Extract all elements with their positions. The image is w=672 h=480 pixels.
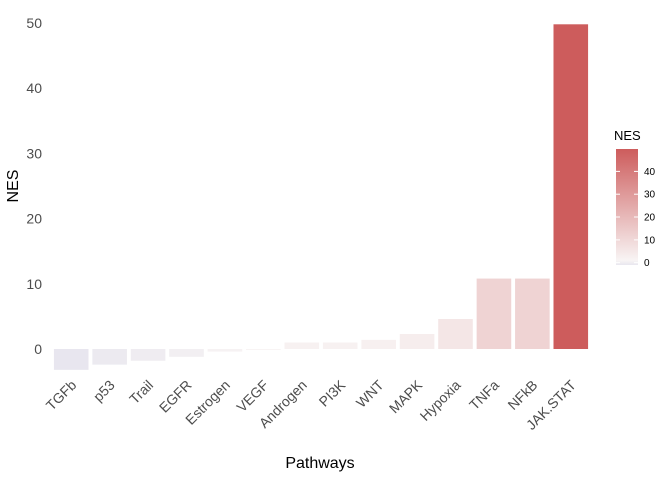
- y-tick-label: 50: [26, 15, 42, 31]
- x-tick-label: TGFb: [43, 377, 80, 414]
- bar: [553, 24, 589, 350]
- bar: [92, 349, 127, 365]
- y-axis-title: NES: [5, 170, 22, 203]
- bar: [207, 349, 243, 352]
- bar: [130, 349, 166, 361]
- x-tick-label: WNT: [353, 377, 387, 411]
- bar: [246, 349, 281, 350]
- bars-group: [53, 24, 589, 370]
- x-tick-label: PI3K: [316, 376, 349, 409]
- y-tick-label: 10: [26, 276, 42, 292]
- y-tick-label: 20: [26, 211, 42, 227]
- legend-tick-label: 10: [644, 235, 656, 246]
- legend-tick-label: 0: [644, 258, 650, 269]
- bar: [284, 342, 320, 349]
- bar: [399, 334, 435, 349]
- color-legend: NES 0 10 20 30 40: [614, 128, 656, 269]
- legend-colorbar: [616, 149, 638, 265]
- bar: [169, 349, 204, 357]
- x-tick-label: TNFa: [466, 377, 502, 413]
- bar: [53, 349, 89, 370]
- y-tick-label: 30: [26, 145, 42, 161]
- y-axis-ticks: 0 10 20 30 40 50: [26, 15, 42, 357]
- y-tick-label: 40: [26, 80, 42, 96]
- x-tick-label: NFkB: [504, 377, 540, 413]
- legend-tick-label: 40: [644, 167, 656, 178]
- legend-tick-label: 30: [644, 190, 656, 201]
- legend-title: NES: [614, 128, 641, 143]
- x-axis-title: Pathways: [285, 455, 354, 472]
- bar: [438, 319, 473, 349]
- bar: [515, 278, 550, 349]
- bar: [322, 342, 358, 349]
- legend-ticks: 0 10 20 30 40: [616, 167, 656, 269]
- bar: [361, 339, 396, 349]
- y-tick-label: 0: [34, 341, 42, 357]
- bar: [476, 278, 512, 349]
- x-tick-label: Trail: [126, 377, 156, 407]
- legend-tick-label: 20: [644, 213, 656, 224]
- x-tick-label: Hypoxia: [417, 377, 464, 424]
- x-tick-label: p53: [90, 377, 118, 405]
